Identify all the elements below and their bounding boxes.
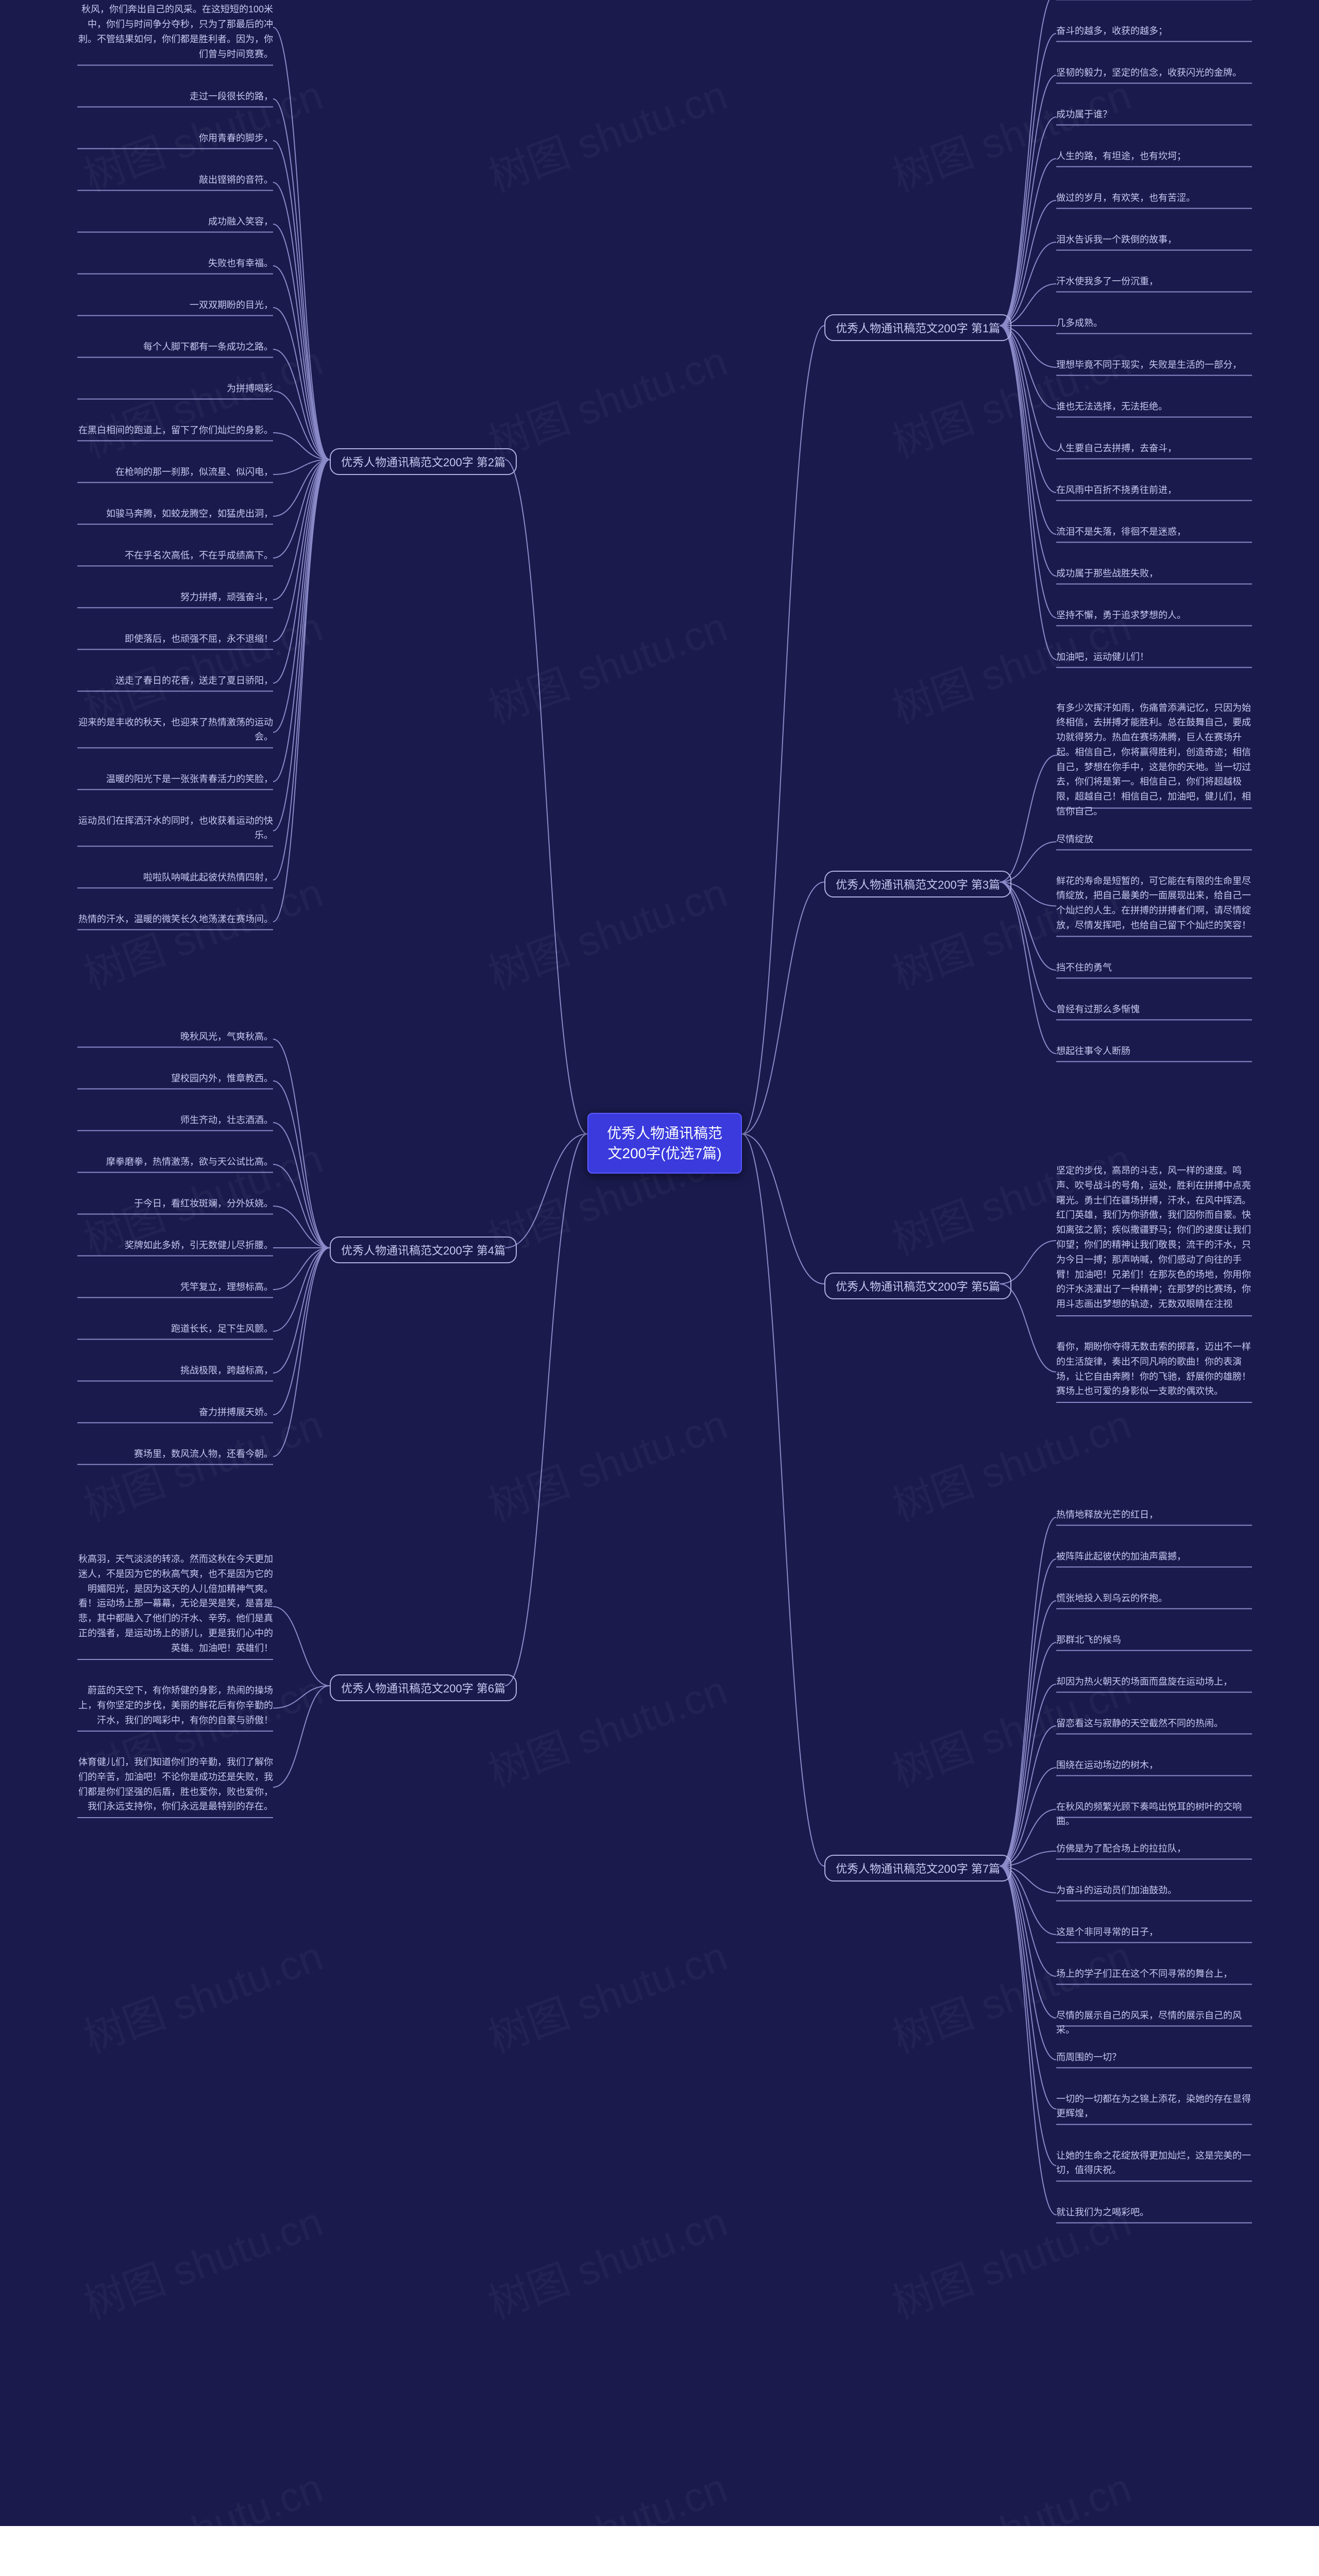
leaf-node: 做过的岁月，有欢笑，也有苦涩。	[1056, 191, 1195, 206]
leaf-node: 被阵阵此起彼伏的加油声震撼，	[1056, 1549, 1186, 1564]
leaf-node: 于今日，看红妆斑斓，分外妖娆。	[134, 1196, 273, 1211]
leaf-node: 泪水告诉我一个跌倒的故事，	[1056, 232, 1177, 247]
leaf-node: 敲出铿锵的音符。	[199, 173, 273, 188]
leaf-node: 尽情的展示自己的风采，尽情的展示自己的风采。	[1056, 2008, 1252, 2038]
leaf-node: 热情地释放光芒的红日，	[1056, 1507, 1158, 1522]
leaf-node: 为奋斗的运动员们加油鼓劲。	[1056, 1883, 1177, 1898]
branch-node[interactable]: 优秀人物通讯稿范文200字 第6篇	[330, 1674, 517, 1701]
branch-node[interactable]: 优秀人物通讯稿范文200字 第7篇	[824, 1855, 1011, 1882]
leaf-node: 几多成熟。	[1056, 316, 1103, 331]
leaf-node: 望校园内外，惟章教西。	[171, 1071, 273, 1086]
leaf-node: 奋斗的越多，收获的越多；	[1056, 24, 1168, 39]
leaf-node: 成功属于那些战胜失败，	[1056, 566, 1158, 581]
leaf-node: 人生要自己去拼搏，去奋斗，	[1056, 441, 1177, 456]
leaf-node: 体育健儿们，我们知道你们的辛勤，我们了解你们的辛苦，加油吧！不论你是成功还是失败…	[77, 1755, 273, 1814]
leaf-node: 即使落后，也顽强不屈，永不退缩！	[125, 632, 273, 647]
leaf-node: 热情的汗水，温暖的微笑长久地荡漾在赛场间。	[78, 912, 273, 927]
leaf-node: 你用青春的脚步，	[199, 131, 273, 146]
leaf-node: 加油吧，运动健儿们！	[1056, 650, 1149, 665]
leaf-node: 流泪不是失落，徘徊不是迷惑，	[1056, 524, 1186, 539]
leaf-node: 在枪响的那一刹那，似流星、似闪电，	[115, 465, 273, 480]
branch-node[interactable]: 优秀人物通讯稿范文200字 第2篇	[330, 448, 517, 475]
leaf-node: 失败也有幸福。	[208, 256, 273, 271]
leaf-node: 为拼搏喝彩	[227, 381, 273, 396]
leaf-node: 走过一段很长的路，	[190, 89, 273, 104]
leaf-node: 有多少次挥汗如雨，伤痛曾添满记忆，只因为始终相信，去拼搏才能胜利。总在鼓舞自己，…	[1056, 701, 1252, 819]
leaf-node: 理想毕竟不同于现实，失败是生活的一部分，	[1056, 358, 1242, 372]
leaf-node: 送走了春日的花香，送走了夏日骄阳，	[115, 673, 273, 688]
leaf-node: 蔚蓝的天空下，有你矫健的身影，热闹的操场上，有你坚定的步伐，美丽的鲜花后有你辛勤…	[77, 1683, 273, 1727]
leaf-node: 成功属于谁？	[1056, 107, 1112, 122]
leaf-node: 努力拼搏，顽强奋斗，	[180, 590, 273, 605]
leaf-node: 不在乎名次高低，不在乎成绩高下。	[125, 548, 273, 563]
leaf-node: 坚韧的毅力，坚定的信念，收获闪光的金牌。	[1056, 65, 1242, 80]
leaf-node: 曾经有过那么多惭愧	[1056, 1002, 1140, 1017]
leaf-node: 赛场里，数风流人物，还看今朝。	[134, 1447, 273, 1462]
leaf-node: 这是个非同寻常的日子，	[1056, 1925, 1158, 1940]
leaf-node: 让她的生命之花绽放得更加灿烂，这是完美的一切，值得庆祝。	[1056, 2148, 1252, 2178]
leaf-node: 在黑白相间的跑道上，留下了你们灿烂的身影。	[78, 423, 273, 438]
leaf-node: 而周围的一切？	[1056, 2050, 1121, 2065]
leaf-node: 跑道长长，足下生风颤。	[171, 1321, 273, 1336]
leaf-node: 每个人脚下都有一条成功之路。	[143, 340, 273, 354]
leaf-node: 凭竿复立，理想标高。	[180, 1280, 273, 1295]
leaf-node: 围绕在运动场边的树木，	[1056, 1758, 1158, 1773]
leaf-node: 温暖的阳光下是一张张青春活力的笑脸，	[106, 772, 273, 787]
leaf-node: 那群北飞的候鸟	[1056, 1633, 1121, 1648]
leaf-node: 仿佛是为了配合场上的拉拉队，	[1056, 1841, 1186, 1856]
leaf-node: 迎来的是丰收的秋天，也迎来了热情激荡的运动会。	[77, 715, 273, 745]
branch-node[interactable]: 优秀人物通讯稿范文200字 第1篇	[824, 314, 1011, 341]
leaf-node: 摩拳磨拳，热情激荡，欲与天公试比高。	[106, 1155, 273, 1170]
leaf-node: 如骏马奔腾，如蛟龙腾空，如猛虎出洞，	[106, 506, 273, 521]
leaf-node: 汗水使我多了一份沉重，	[1056, 274, 1158, 289]
leaf-node: 师生齐动，壮志酒酒。	[180, 1113, 273, 1128]
leaf-node: 看你，期盼你夺得无数击索的掷喜，迈出不一样的生活旋律，奏出不同凡响的歌曲！你的表…	[1056, 1340, 1252, 1399]
leaf-node: 想起往事令人断肠	[1056, 1044, 1130, 1059]
center-node[interactable]: 优秀人物通讯稿范文200字(优选7篇)	[587, 1113, 742, 1174]
leaf-node: 为你们祝福，为你们喝彩。一声枪响伴着飒爽的秋风，你们奔出自己的风采。在这短短的1…	[77, 0, 273, 61]
leaf-node: 坚定的步伐，高昂的斗志，风一样的速度。鸣声、吹号战斗的号角，运处，胜利在拼搏中点…	[1056, 1163, 1252, 1312]
leaf-node: 晚秋风光，气爽秋高。	[180, 1029, 273, 1044]
leaf-node: 人生的路，有坦途，也有坎坷；	[1056, 149, 1186, 164]
leaf-node: 留恋看这与寂静的天空截然不同的热闹。	[1056, 1716, 1223, 1731]
leaf-node: 一双双期盼的目光，	[190, 298, 273, 313]
leaf-node: 坚持不懈，勇于追求梦想的人。	[1056, 608, 1186, 623]
branch-node[interactable]: 优秀人物通讯稿范文200字 第4篇	[330, 1236, 517, 1263]
leaf-node: 尽情绽放	[1056, 832, 1093, 847]
leaf-node: 慌张地投入到乌云的怀抱。	[1056, 1591, 1168, 1606]
leaf-node: 成功融入笑容，	[208, 214, 273, 229]
leaf-node: 谁也无法选择，无法拒绝。	[1056, 399, 1168, 414]
leaf-node: 就让我们为之喝彩吧。	[1056, 2205, 1149, 2220]
leaf-node: 在风雨中百折不挠勇往前进，	[1056, 483, 1177, 498]
leaf-node: 运动员们在挥洒汗水的同时，也收获着运动的快乐。	[77, 814, 273, 843]
branch-node[interactable]: 优秀人物通讯稿范文200字 第3篇	[824, 871, 1011, 897]
leaf-node: 在秋风的频繁光顾下奏鸣出悦耳的树叶的交响曲。	[1056, 1800, 1252, 1829]
leaf-node: 挡不住的勇气	[1056, 960, 1112, 975]
leaf-node: 奋力拼搏展天娇。	[199, 1405, 273, 1420]
leaf-node: 奖牌如此多娇，引无数健儿尽折腰。	[125, 1238, 273, 1253]
leaf-node: 挑战极限，跨越标高，	[180, 1363, 273, 1378]
mindmap-canvas: 树图 shutu.cn树图 shutu.cn树图 shutu.cn树图 shut…	[0, 0, 1319, 2526]
leaf-node: 却因为热火朝天的场面而盘旋在运动场上，	[1056, 1674, 1232, 1689]
branch-node[interactable]: 优秀人物通讯稿范文200字 第5篇	[824, 1273, 1011, 1299]
leaf-node: 场上的学子们正在这个不同寻常的舞台上，	[1056, 1967, 1232, 1981]
leaf-node: 一切的一切都在为之锦上添花，染她的存在显得更辉煌，	[1056, 2092, 1252, 2122]
leaf-node: 鲜花的寿命是短暂的，可它能在有限的生命里尽情绽放，把自己最美的一面展现出来，给自…	[1056, 874, 1252, 933]
leaf-node: 秋高羽，天气淡淡的转凉。然而这秋在今天更加迷人，不是因为它的秋高气爽，也不是因为…	[77, 1552, 273, 1656]
leaf-node: 啦啦队呐喊此起彼伏热情四射，	[143, 870, 273, 885]
